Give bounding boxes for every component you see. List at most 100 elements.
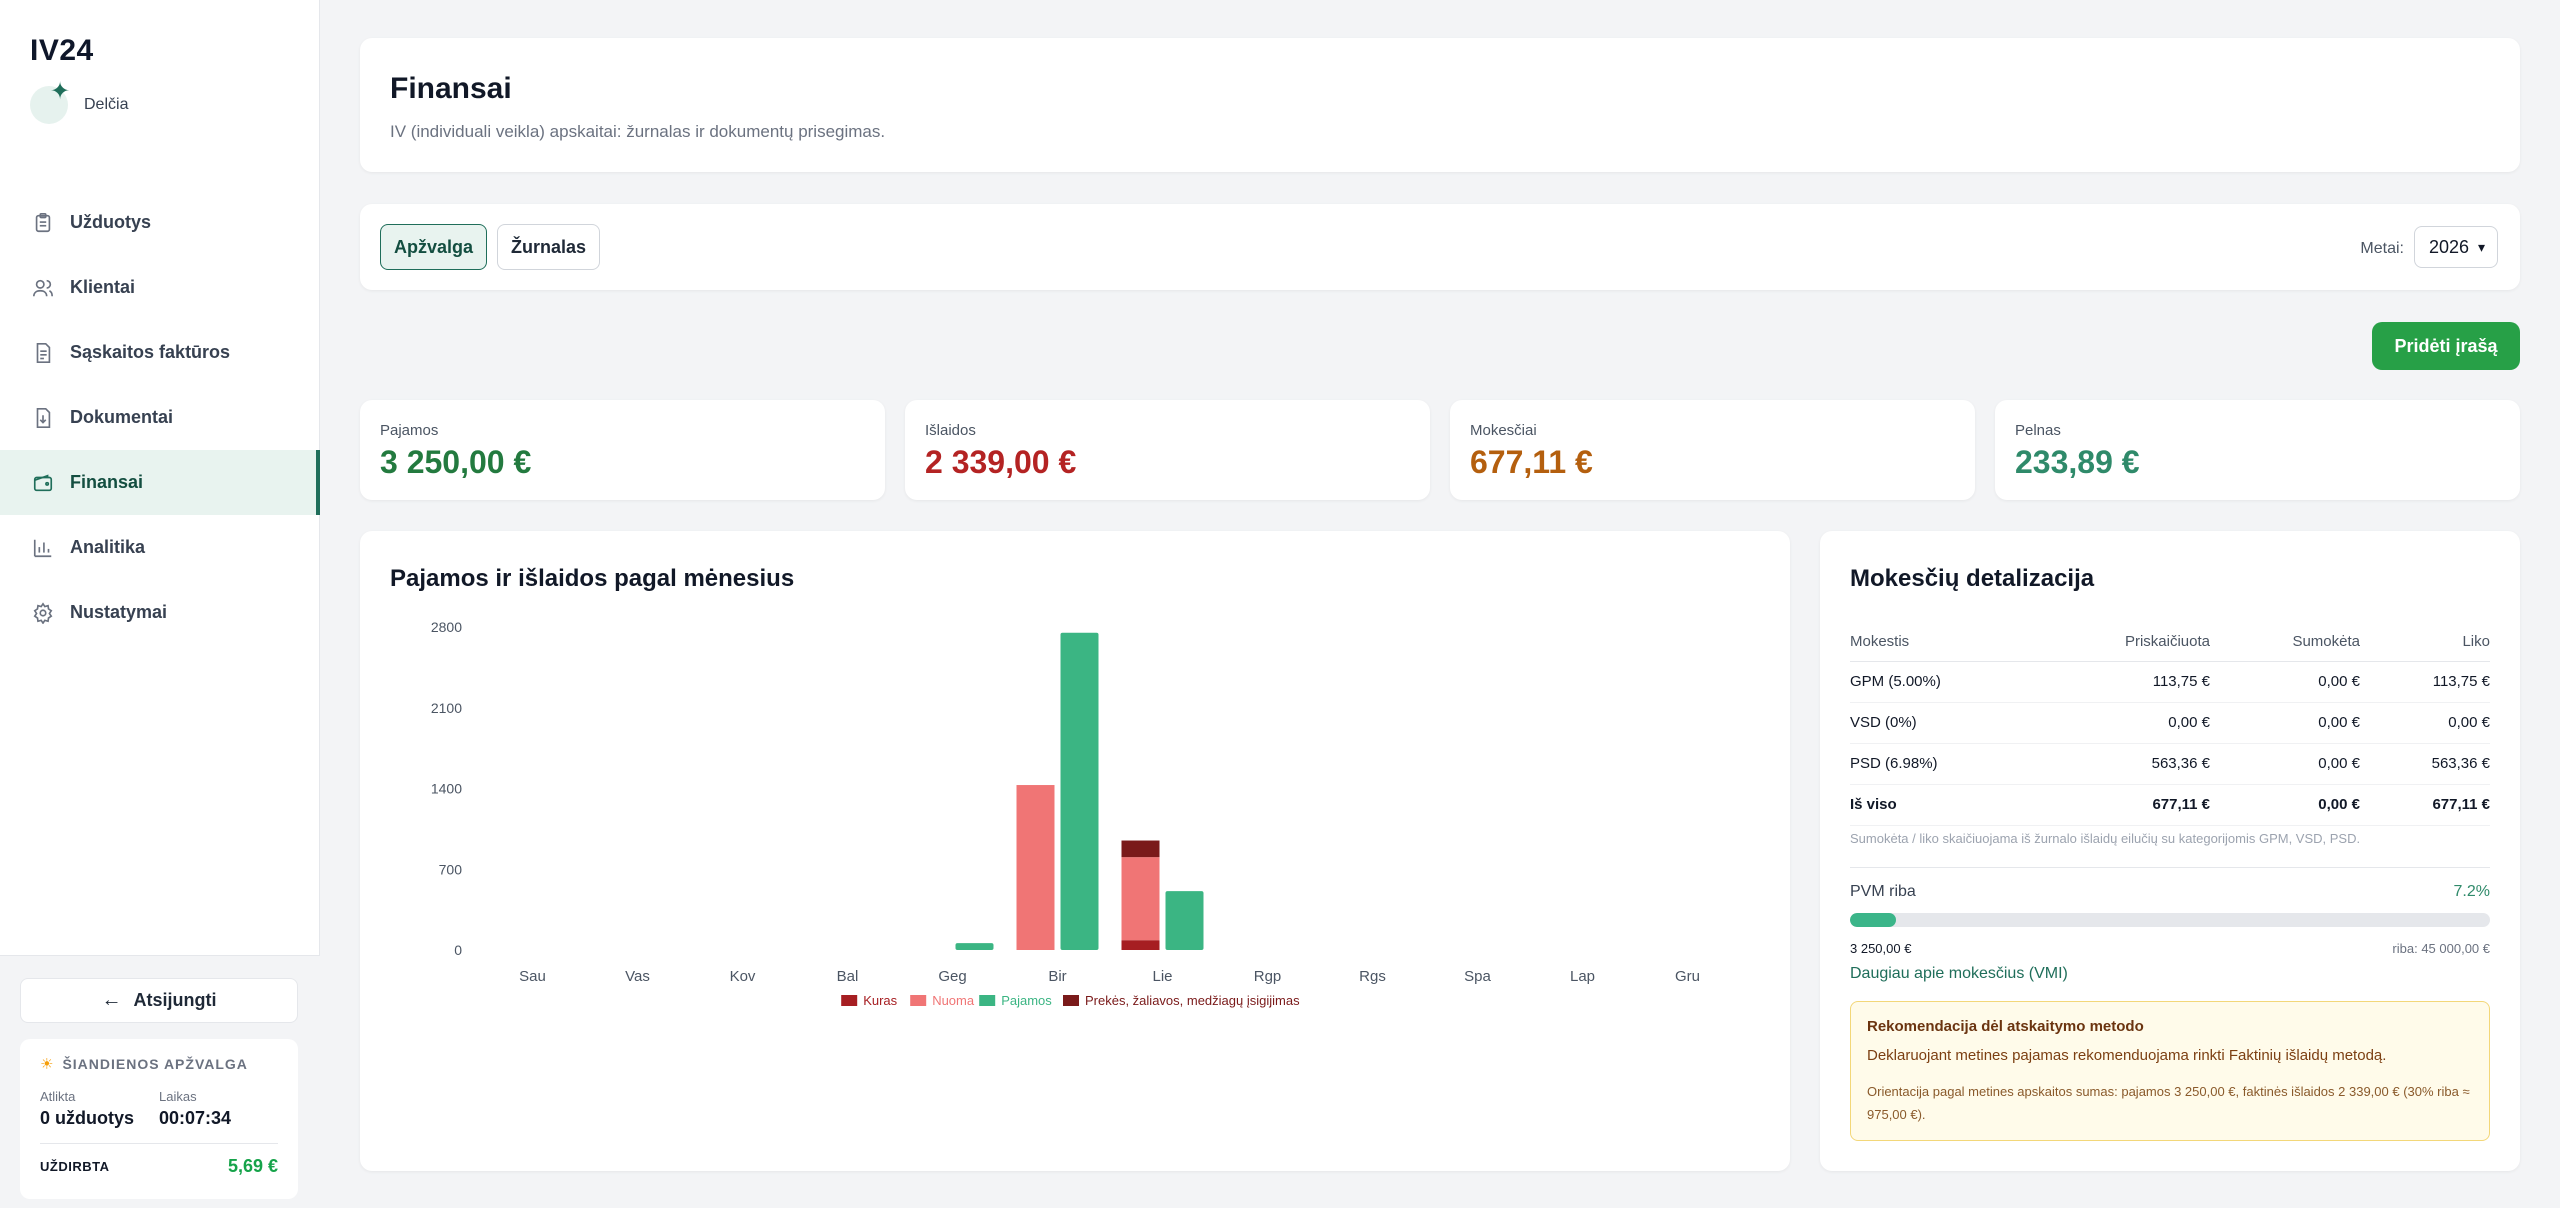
tax-name: VSD (0%) [1850, 702, 2040, 744]
y-tick-label: 2100 [431, 700, 462, 716]
col-sumoketa: Sumokėta [2210, 623, 2360, 662]
col-liko: Liko [2360, 623, 2490, 662]
stat-taxes-label: Mokesčiai [1470, 422, 1537, 439]
table-row: PSD (6.98%) 563,36 € 0,00 € 563,36 € [1850, 743, 2490, 785]
y-tick-label: 1400 [431, 781, 462, 797]
col-mokestis: Mokestis [1850, 623, 2040, 662]
x-tick-label: Geg [938, 968, 966, 985]
sparkle-icon: ✦ [50, 78, 71, 105]
y-tick-label: 2800 [431, 619, 462, 635]
bar-expense [1121, 840, 1160, 858]
bar-income [955, 943, 994, 950]
tax-table: Mokestis Priskaičiuota Sumokėta Liko GPM… [1850, 623, 2490, 826]
legend-swatch [841, 995, 858, 1006]
bar-expense [1121, 940, 1160, 950]
today-title: ☀ ŠIANDIENOS APŽVALGA [40, 1055, 278, 1073]
tab-apzvalga[interactable]: Apžvalga [380, 224, 487, 270]
stat-expenses-value: 2 339,00 € [925, 444, 1077, 480]
page-title: Finansai [390, 72, 512, 105]
y-tick-label: 700 [439, 861, 463, 877]
year-label: Metai: [2360, 240, 2404, 257]
tab-zurnalas[interactable]: Žurnalas [497, 224, 600, 270]
tax-card: Mokesčių detalizacija Mokestis Priskaiči… [1820, 531, 2520, 1171]
gear-icon [30, 600, 56, 626]
y-tick-label: 0 [454, 942, 462, 958]
stat-income: Pajamos 3 250,00 € [360, 400, 885, 500]
pvm-progress-bar [1850, 913, 2490, 927]
recommendation-detail: Orientacija pagal metines apskaitos suma… [1867, 1084, 2470, 1122]
pvm-current: 3 250,00 € [1850, 941, 1912, 956]
table-row: GPM (5.00%) 113,75 € 0,00 € 113,75 € [1850, 661, 2490, 703]
bar-chart-icon [30, 535, 56, 561]
sidebar-item-dokumentai[interactable]: Dokumentai [0, 385, 320, 450]
sidebar-item-analitika[interactable]: Analitika [0, 515, 320, 580]
legend-label: Kuras [863, 993, 897, 1008]
tabs-bar: Apžvalga Žurnalas Metai: 2026 ▾ [360, 204, 2520, 290]
sidebar-item-label: Užduotys [70, 212, 151, 232]
today-title-text: ŠIANDIENOS APŽVALGA [62, 1056, 248, 1072]
stat-expenses-label: Išlaidos [925, 422, 976, 439]
tax-paid: 0,00 € [2210, 784, 2360, 826]
tax-paid: 0,00 € [2210, 743, 2360, 785]
today-overview: ☀ ŠIANDIENOS APŽVALGA Atlikta 0 užduotys… [20, 1039, 298, 1199]
tax-calculated: 677,11 € [2040, 784, 2210, 826]
legend-label: Nuoma [932, 993, 975, 1008]
col-priskaiciuota: Priskaičiuota [2040, 623, 2210, 662]
sidebar-item-label: Nustatymai [70, 602, 168, 622]
stat-income-value: 3 250,00 € [380, 444, 532, 480]
sidebar: IV24 ✦ Delčia Užduotys Klientai Sąskaito… [0, 0, 320, 1208]
x-tick-label: Sau [519, 968, 546, 985]
x-tick-label: Rgs [1359, 968, 1386, 985]
sidebar-item-label: Finansai [70, 472, 144, 492]
sidebar-item-finansai[interactable]: Finansai [0, 450, 320, 515]
invoice-icon [30, 340, 56, 366]
sidebar-item-label: Dokumentai [70, 407, 174, 427]
sidebar-item-klientai[interactable]: Klientai [0, 255, 320, 320]
bar-income [1060, 632, 1099, 950]
legend-swatch [910, 995, 927, 1006]
tax-title: Mokesčių detalizacija [1850, 565, 2095, 592]
x-tick-label: Lap [1570, 968, 1595, 985]
wallet-icon [30, 470, 56, 496]
tax-table-header: Mokestis Priskaičiuota Sumokėta Liko [1850, 623, 2490, 662]
tax-name: PSD (6.98%) [1850, 743, 2040, 785]
x-tick-label: Kov [730, 968, 756, 985]
today-time: Laikas 00:07:34 [159, 1089, 278, 1129]
chart-card: Pajamos ir išlaidos pagal mėnesius 2800 2… [360, 531, 1790, 1171]
add-entry-button[interactable]: Pridėti įrašą [2372, 322, 2520, 370]
sidebar-item-label: Analitika [70, 537, 146, 557]
chevron-down-icon: ▾ [2477, 238, 2485, 255]
x-tick-label: Rgp [1254, 968, 1282, 985]
sidebar-item-uzduotys[interactable]: Užduotys [0, 190, 320, 255]
stat-taxes-value: 677,11 € [1470, 444, 1593, 480]
today-time-value: 00:07:34 [159, 1108, 232, 1128]
logout-button[interactable]: ← Atsijungti [20, 978, 298, 1023]
sidebar-item-label: Klientai [70, 277, 136, 297]
brand-logo[interactable]: IV24 [30, 34, 94, 67]
year-select[interactable]: 2026 ▾ [2414, 226, 2498, 268]
mascot[interactable]: ✦ Delčia [30, 80, 128, 124]
document-download-icon [30, 405, 56, 431]
clipboard-icon [30, 210, 56, 236]
sidebar-item-saskaitos[interactable]: Sąskaitos faktūros [0, 320, 320, 385]
sidebar-item-label: Sąskaitos faktūros [70, 342, 231, 362]
sidebar-item-nustatymai[interactable]: Nustatymai [0, 580, 320, 645]
x-tick-label: Bir [1048, 968, 1066, 985]
tax-remaining: 0,00 € [2360, 702, 2490, 744]
arrow-left-icon: ← [101, 989, 122, 1011]
tax-remaining: 113,75 € [2360, 661, 2490, 703]
page-header: Finansai IV (individuali veikla) apskait… [360, 38, 2520, 172]
recommendation-text: Deklaruojant metines pajamas rekomenduoj… [1867, 1047, 2387, 1064]
mascot-avatar: ✦ [30, 80, 70, 124]
divider [40, 1143, 278, 1144]
vmi-link[interactable]: Daugiau apie mokesčius (VMI) [1850, 965, 2068, 982]
pvm-label: PVM riba [1850, 883, 1916, 900]
x-tick-label: Vas [625, 968, 650, 985]
tax-remaining: 563,36 € [2360, 743, 2490, 785]
legend-label: Prekės, žaliavos, medžiagų įsigijimas [1085, 993, 1300, 1008]
bar-expense [1121, 857, 1160, 941]
today-done: Atlikta 0 užduotys [40, 1089, 159, 1129]
today-done-label: Atlikta [40, 1089, 76, 1104]
table-row-total: Iš viso 677,11 € 0,00 € 677,11 € [1850, 784, 2490, 826]
stat-profit: Pelnas 233,89 € [1995, 400, 2520, 500]
